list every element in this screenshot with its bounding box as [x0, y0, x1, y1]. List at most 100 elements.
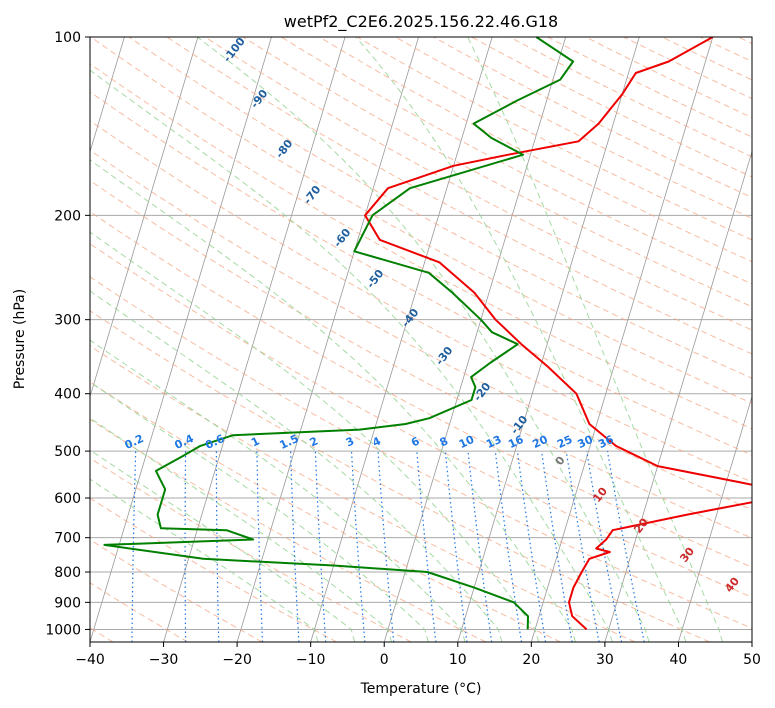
x-tick-label: 20: [522, 652, 540, 668]
mixing-ratio-line: [377, 451, 395, 642]
moist-adiabat-line: [355, 37, 687, 642]
dry-adiabat-line: [509, 37, 752, 158]
x-tick-label: −40: [75, 652, 105, 668]
mixing-ratio-line: [586, 450, 623, 642]
dry-adiabat-line: [90, 418, 487, 642]
dry-adiabat-label: 0: [553, 454, 568, 468]
mixing-ratio-label: 25: [555, 433, 574, 451]
mixing-ratio-line: [256, 451, 264, 642]
dry-adiabat-label: 20: [631, 516, 651, 536]
y-tick-label: 500: [54, 444, 81, 460]
mixing-ratio-line: [82, 451, 89, 642]
mixing-ratio-line: [184, 451, 187, 642]
y-tick-label: 600: [54, 491, 81, 507]
mixing-ratio-line: [606, 451, 645, 642]
dry-adiabat-line: [90, 310, 710, 642]
moist-adiabat-line: [90, 478, 319, 642]
mixing-ratio-line: [215, 451, 220, 642]
x-tick-label: 50: [743, 652, 761, 668]
moist-adiabat-line: [90, 69, 613, 642]
plot-frame: [89, 36, 753, 643]
mixing-ratio-label: 36: [596, 433, 616, 451]
mixing-ratio-label: 16: [506, 433, 526, 451]
mixing-ratio-line: [131, 451, 137, 642]
isotherm-line: [310, 37, 493, 642]
dry-adiabat-line: [90, 582, 188, 642]
mixing-ratio-label: 1.5: [278, 432, 301, 452]
dry-adiabat-line: [90, 457, 412, 642]
mixing-ratio-line: [350, 451, 366, 642]
y-tick-label: 100: [54, 30, 81, 46]
dry-adiabat-line: [319, 37, 752, 263]
dry-adiabat-line: [90, 381, 561, 642]
y-tick-label: 300: [54, 313, 81, 329]
moist-adiabat-line: [196, 37, 650, 642]
mixing-ratio-label: 30: [576, 433, 596, 451]
y-tick-label: 400: [54, 387, 81, 403]
dry-adiabat-label: -100: [221, 35, 248, 65]
dry-adiabat-line: [90, 276, 752, 629]
isotherm-line: [90, 37, 199, 399]
dry-adiabat-label: -70: [301, 183, 324, 207]
isotherm-line: [90, 37, 272, 642]
isotherm-line: [383, 37, 567, 642]
mixing-ratio-label: 0.6: [203, 432, 226, 452]
background-lines: [82, 37, 752, 642]
mixing-ratio-line: [565, 451, 600, 642]
isotherm-line: [678, 395, 752, 642]
x-tick-label: −10: [296, 652, 326, 668]
dry-adiabat-line: [357, 37, 752, 241]
dry-adiabat-line: [204, 37, 752, 331]
isotherm-line: [163, 37, 346, 642]
mixing-ratio-label: 1: [249, 434, 261, 449]
dry-adiabat-label: -90: [248, 87, 271, 111]
dewpoint-line: [103, 37, 575, 630]
dry-adiabat-line: [547, 37, 752, 138]
mixing-ratio-label: 0.2: [123, 432, 146, 452]
dry-adiabat-line: [90, 37, 752, 404]
dry-adiabat-line: [128, 37, 752, 379]
mixing-ratio-label: 13: [484, 433, 503, 451]
mixing-ratio-line: [467, 451, 493, 642]
mixing-ratio-label: 4: [370, 434, 383, 449]
moist-adiabat-line: [90, 417, 393, 642]
chart-title: wetPf2_C2E6.2025.156.22.46.G18: [284, 12, 558, 32]
dry-adiabat-label: 30: [677, 545, 697, 565]
dry-adiabat-line: [90, 179, 752, 539]
temperature-line: [364, 37, 752, 631]
mixing-ratio-line: [541, 451, 573, 642]
mixing-ratio-line: [314, 451, 327, 642]
x-axis-label: Temperature (°C): [360, 681, 482, 697]
overlay-labels: -100-90-80-70-60-50-40-30-20-10010203040…: [123, 35, 743, 595]
isotherm-line: [604, 150, 752, 642]
dry-adiabat-line: [699, 37, 752, 63]
y-tick-label: 900: [54, 595, 81, 611]
mixing-ratio-line: [494, 451, 523, 642]
axis-ticks: −40 −30 −20 −10 0 10 20 30 40 50 100 200 300 400 500 60…: [45, 30, 761, 668]
y-tick-label: 200: [54, 208, 81, 224]
y-tick-label: 800: [54, 565, 81, 581]
moist-adiabat-line: [90, 381, 429, 642]
mixing-ratio-label: 8: [438, 434, 450, 449]
x-tick-label: −30: [149, 652, 179, 668]
moist-adiabat-line: [467, 37, 724, 642]
y-tick-label: 1000: [45, 622, 81, 638]
moist-adiabat-line: [90, 339, 466, 642]
y-tick-label: 700: [54, 531, 81, 547]
mixing-ratio-label: 10: [457, 433, 477, 451]
dry-adiabat-label: -80: [273, 137, 296, 161]
mixing-ratio-label: 20: [530, 433, 550, 451]
isotherm-line: [236, 37, 419, 642]
mixing-ratio-line: [444, 451, 468, 642]
dry-adiabat-line: [90, 497, 337, 642]
y-axis-label: Pressure (hPa): [12, 289, 28, 389]
x-tick-label: 30: [596, 652, 614, 668]
dry-adiabat-line: [166, 37, 752, 355]
x-tick-label: −20: [222, 652, 252, 668]
dry-adiabat-label: -30: [433, 344, 456, 368]
dry-adiabat-line: [90, 120, 752, 483]
dry-adiabat-label: 40: [722, 575, 742, 595]
series-lines: [103, 37, 752, 631]
x-tick-label: 10: [449, 652, 467, 668]
